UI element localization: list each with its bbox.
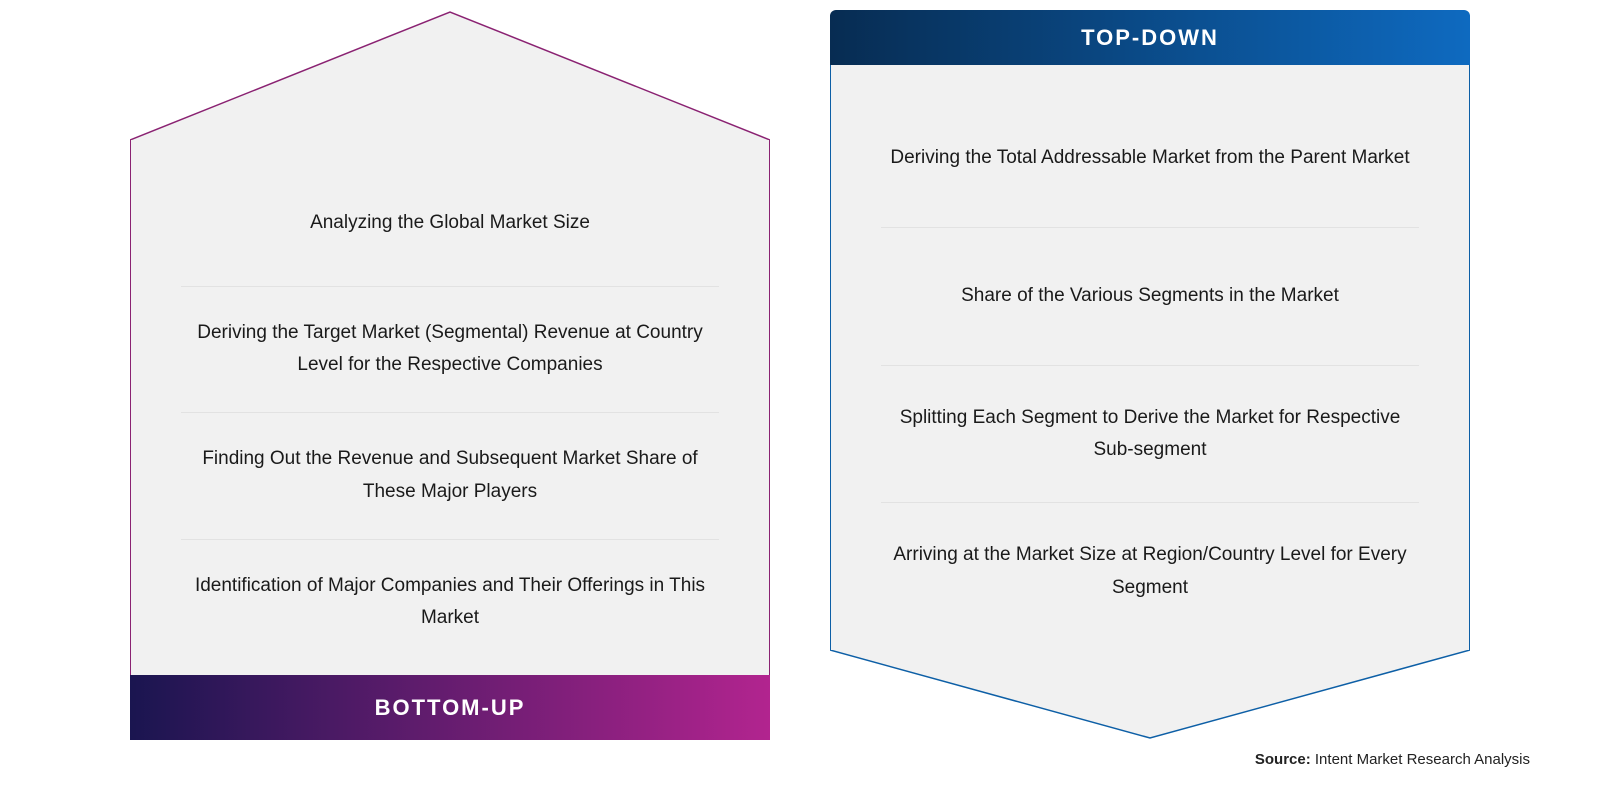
top-down-body: Deriving the Total Addressable Market fr…: [830, 65, 1470, 650]
top-down-item: Splitting Each Segment to Derive the Mar…: [881, 365, 1419, 503]
top-down-arrow-tip: [830, 650, 1470, 740]
bottom-up-title-bar: BOTTOM-UP: [130, 675, 770, 740]
top-down-title: TOP-DOWN: [1081, 25, 1219, 51]
top-down-item: Deriving the Total Addressable Market fr…: [881, 90, 1419, 227]
top-down-title-bar: TOP-DOWN: [830, 10, 1470, 65]
diagram-container: Analyzing the Global Market SizeDeriving…: [0, 0, 1600, 740]
bottom-up-item: Deriving the Target Market (Segmental) R…: [181, 286, 719, 413]
top-down-items: Deriving the Total Addressable Market fr…: [881, 90, 1419, 640]
bottom-up-title: BOTTOM-UP: [375, 695, 526, 721]
bottom-up-arrow-tip: [130, 10, 770, 140]
top-down-item: Arriving at the Market Size at Region/Co…: [881, 502, 1419, 640]
bottom-up-item: Finding Out the Revenue and Subsequent M…: [181, 412, 719, 539]
source-label: Source:: [1255, 751, 1311, 768]
bottom-up-item: Analyzing the Global Market Size: [181, 160, 719, 286]
source-attribution: Source: Intent Market Research Analysis: [1255, 751, 1530, 768]
top-down-item: Share of the Various Segments in the Mar…: [881, 227, 1419, 365]
source-text: Intent Market Research Analysis: [1315, 751, 1530, 768]
bottom-up-panel: Analyzing the Global Market SizeDeriving…: [130, 10, 770, 740]
top-down-panel: TOP-DOWN Deriving the Total Addressable …: [830, 10, 1470, 740]
bottom-up-item: Identification of Major Companies and Th…: [181, 539, 719, 666]
bottom-up-items: Analyzing the Global Market SizeDeriving…: [181, 160, 719, 665]
bottom-up-body: Analyzing the Global Market SizeDeriving…: [130, 140, 770, 675]
